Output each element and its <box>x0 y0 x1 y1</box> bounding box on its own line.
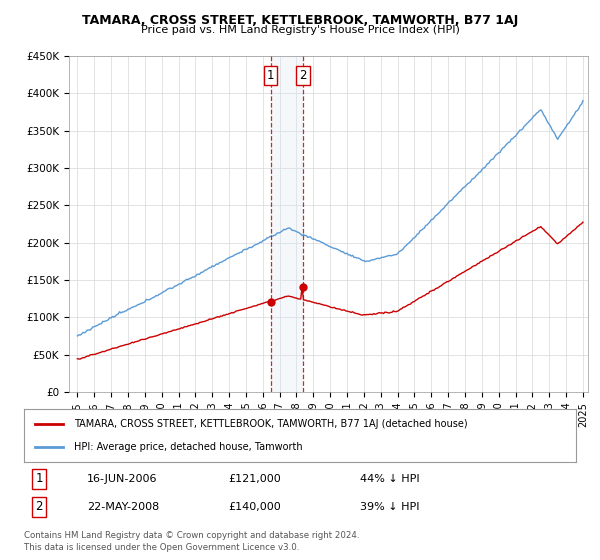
Text: 2: 2 <box>35 500 43 514</box>
Text: TAMARA, CROSS STREET, KETTLEBROOK, TAMWORTH, B77 1AJ (detached house): TAMARA, CROSS STREET, KETTLEBROOK, TAMWO… <box>74 419 467 429</box>
Text: Contains HM Land Registry data © Crown copyright and database right 2024.: Contains HM Land Registry data © Crown c… <box>24 531 359 540</box>
Text: TAMARA, CROSS STREET, KETTLEBROOK, TAMWORTH, B77 1AJ: TAMARA, CROSS STREET, KETTLEBROOK, TAMWO… <box>82 14 518 27</box>
Text: 1: 1 <box>267 69 274 82</box>
Bar <box>271 56 303 392</box>
Text: HPI: Average price, detached house, Tamworth: HPI: Average price, detached house, Tamw… <box>74 442 302 452</box>
Text: £140,000: £140,000 <box>228 502 281 512</box>
Text: 44% ↓ HPI: 44% ↓ HPI <box>360 474 419 484</box>
Text: 39% ↓ HPI: 39% ↓ HPI <box>360 502 419 512</box>
Text: 2: 2 <box>299 69 307 82</box>
Text: 22-MAY-2008: 22-MAY-2008 <box>87 502 159 512</box>
Text: Price paid vs. HM Land Registry's House Price Index (HPI): Price paid vs. HM Land Registry's House … <box>140 25 460 35</box>
Text: £121,000: £121,000 <box>228 474 281 484</box>
Text: 1: 1 <box>35 472 43 486</box>
Text: This data is licensed under the Open Government Licence v3.0.: This data is licensed under the Open Gov… <box>24 543 299 552</box>
Text: 16-JUN-2006: 16-JUN-2006 <box>87 474 157 484</box>
